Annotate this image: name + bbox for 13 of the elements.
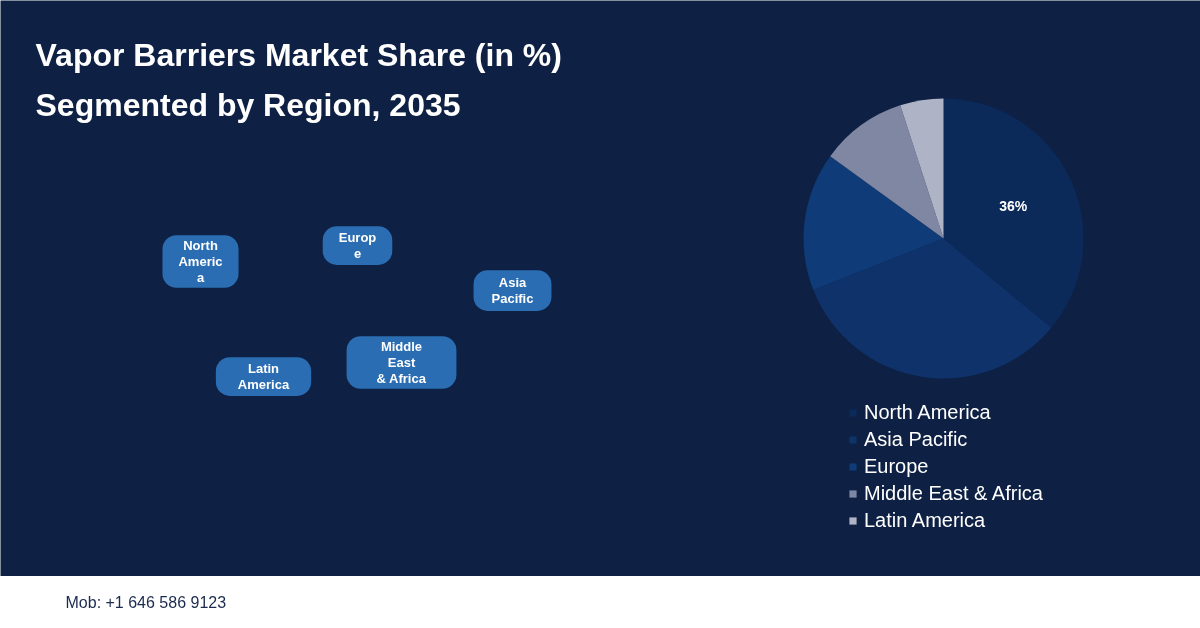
text: Middle East & Africa [376, 339, 427, 386]
text: Asia Pacific [491, 275, 534, 306]
legend-label: Latin America [864, 509, 986, 532]
text: North Americ a [178, 238, 223, 285]
text: Mob: +1 646 586 9123 [65, 594, 227, 611]
data-label: 36% [999, 197, 1028, 214]
legend-label: North America [864, 401, 991, 424]
text: Latin America [237, 361, 290, 392]
legend-label: Asia Pacific [864, 428, 968, 451]
legend-label: Middle East & Africa [864, 482, 1043, 505]
text: Vapor Barriers Market Share (in %) Segmented by Region, 2035 [35, 36, 562, 123]
legend-label: Europe [864, 455, 929, 478]
text: Europ e [338, 230, 377, 261]
